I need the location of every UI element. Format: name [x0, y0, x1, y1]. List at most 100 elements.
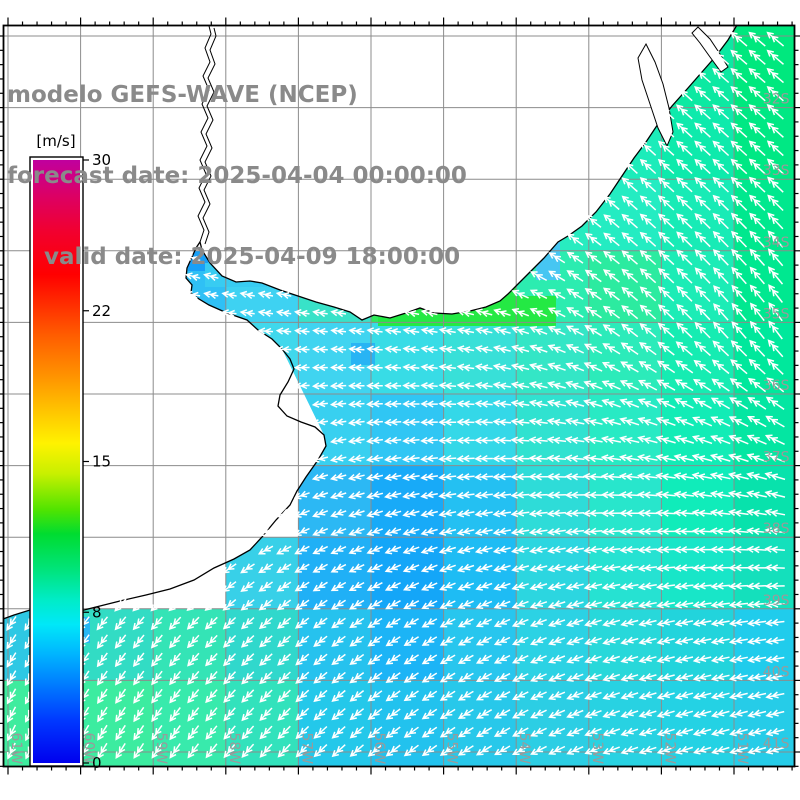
- wave-arrow: [619, 582, 639, 591]
- wave-arrow: [547, 545, 566, 554]
- wave-arrow: [367, 726, 383, 739]
- model-title: modelo GEFS-WAVE (NCEP): [7, 82, 358, 108]
- wave-arrow: [204, 598, 218, 612]
- wave-arrow: [511, 326, 530, 336]
- wave-arrow: [475, 745, 493, 756]
- wave-arrow: [709, 509, 731, 517]
- wave-arrow: [151, 688, 163, 704]
- wave-arrow: [583, 582, 603, 591]
- wave-arrow: [456, 326, 475, 336]
- wave-arrow: [240, 635, 255, 648]
- wave-arrow: [493, 727, 511, 737]
- wave-arrow: [565, 582, 584, 591]
- wave-arrow: [638, 727, 657, 737]
- wave-arrow: [710, 416, 731, 427]
- wave-arrow: [240, 599, 255, 611]
- wave-arrow: [676, 249, 693, 266]
- wave-arrow: [402, 436, 420, 445]
- wave-arrow: [639, 158, 657, 175]
- latitude-label: 35S: [763, 306, 790, 322]
- wave-arrow: [439, 581, 456, 591]
- wave-arrow: [710, 564, 731, 572]
- wave-arrow: [150, 616, 163, 631]
- wave-arrow: [187, 707, 200, 722]
- wave-arrow: [421, 708, 438, 720]
- wave-arrow: [295, 653, 310, 666]
- wave-arrow: [510, 491, 530, 499]
- wave-arrow: [728, 582, 749, 590]
- wave-arrow: [749, 339, 766, 357]
- wave-arrow: [602, 636, 621, 646]
- wave-arrow: [619, 491, 640, 499]
- wave-arrow: [133, 688, 145, 704]
- wave-arrow: [656, 379, 676, 391]
- wave-arrow: [203, 290, 219, 299]
- wave-arrow: [764, 545, 785, 554]
- wave-arrow: [655, 435, 676, 445]
- wave-arrow: [492, 454, 512, 463]
- field-cell: [371, 323, 444, 394]
- wave-arrow: [638, 341, 657, 356]
- wave-arrow: [764, 453, 786, 463]
- wave-arrow: [475, 727, 493, 738]
- wave-arrow: [731, 302, 747, 321]
- wave-arrow: [583, 343, 603, 355]
- wave-arrow: [457, 654, 474, 664]
- wave-arrow: [474, 473, 493, 481]
- wave-arrow: [566, 251, 584, 264]
- wave-arrow: [420, 454, 438, 463]
- wave-arrow: [293, 308, 310, 318]
- wave-arrow: [639, 304, 657, 320]
- wave-arrow: [748, 122, 766, 138]
- wave-arrow: [475, 709, 493, 719]
- wave-arrow: [673, 545, 694, 554]
- wave-arrow: [728, 655, 748, 664]
- wave-arrow: [764, 582, 785, 590]
- wave-arrow: [151, 724, 163, 741]
- wave-arrow: [294, 563, 310, 573]
- wave-arrow: [403, 690, 419, 702]
- wave-arrow: [694, 321, 711, 339]
- wave-arrow: [675, 341, 693, 356]
- wave-arrow: [676, 158, 693, 175]
- wave-arrow: [565, 343, 585, 354]
- wave-arrow: [601, 545, 621, 554]
- wave-arrow: [456, 527, 475, 536]
- wave-arrow: [621, 286, 639, 302]
- wave-arrow: [275, 327, 292, 336]
- wave-arrow: [329, 400, 347, 408]
- wave-arrow: [691, 472, 713, 481]
- wave-arrow: [548, 691, 566, 701]
- wave-arrow: [475, 600, 493, 610]
- wave-arrow: [768, 284, 783, 303]
- wave-arrow: [710, 545, 731, 554]
- wave-arrow: [259, 707, 273, 722]
- wave-arrow: [712, 176, 730, 193]
- wave-arrow: [731, 284, 747, 303]
- wave-arrow: [295, 689, 310, 703]
- wave-arrow: [474, 491, 493, 499]
- wave-arrow: [348, 581, 365, 591]
- wave-arrow: [621, 232, 638, 247]
- wave-arrow: [600, 491, 621, 499]
- wave-arrow: [620, 654, 639, 664]
- wave-arrow: [293, 381, 310, 390]
- wave-arrow: [764, 490, 786, 499]
- wave-arrow: [584, 618, 602, 628]
- wave-arrow: [676, 267, 693, 284]
- wave-arrow: [584, 251, 602, 265]
- wave-arrow: [747, 655, 767, 664]
- wave-arrow: [637, 416, 658, 426]
- wave-arrow: [657, 158, 675, 175]
- wave-arrow: [492, 418, 512, 426]
- wave-arrow: [710, 600, 730, 609]
- wave-arrow: [330, 327, 347, 336]
- wave-arrow: [133, 742, 145, 759]
- wave-arrow: [402, 327, 420, 336]
- wave-arrow: [474, 436, 493, 445]
- wave-arrow: [638, 673, 657, 682]
- wave-arrow: [655, 416, 676, 427]
- wave-arrow: [710, 582, 730, 590]
- wave-arrow: [510, 545, 530, 555]
- wave-arrow: [114, 616, 127, 631]
